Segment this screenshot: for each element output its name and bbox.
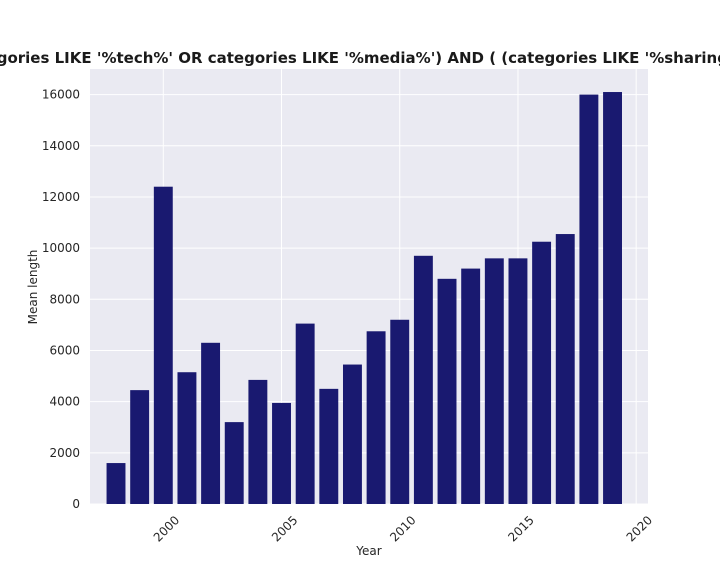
bar-2008 xyxy=(342,364,362,504)
bar-2017 xyxy=(555,234,575,504)
bar-2016 xyxy=(532,241,552,504)
bar-series xyxy=(106,92,622,505)
y-tick-label: 0 xyxy=(72,497,80,511)
x-axis: 2000 2005 2010 2015 2020 xyxy=(151,513,655,544)
bar-2009 xyxy=(366,331,386,504)
bar-2012 xyxy=(437,278,457,504)
bar-2018 xyxy=(579,94,599,505)
bar-2005 xyxy=(272,402,291,504)
y-tick-label: 14000 xyxy=(42,139,80,153)
x-tick-label: 2020 xyxy=(624,513,655,544)
y-axis: 0 2000 4000 6000 8000 10000 12000 14000 16000 xyxy=(42,88,80,511)
x-axis-label: Year xyxy=(355,544,381,558)
bar-2010 xyxy=(390,319,410,504)
y-tick-label: 4000 xyxy=(49,395,80,409)
bar-2019 xyxy=(603,92,622,504)
chart-title: ( (categories LIKE '%tech%' OR categorie… xyxy=(0,49,720,67)
bar-2003 xyxy=(224,422,244,504)
bar-1998 xyxy=(106,463,126,504)
y-tick-label: 16000 xyxy=(42,88,80,102)
bar-2007 xyxy=(319,388,339,504)
bar-2015 xyxy=(508,258,528,504)
y-tick-label: 8000 xyxy=(49,292,80,306)
bar-2002 xyxy=(201,342,221,504)
y-tick-label: 6000 xyxy=(49,343,80,357)
y-tick-label: 2000 xyxy=(49,446,80,460)
bar-2014 xyxy=(484,258,504,504)
bar-2011 xyxy=(413,255,433,504)
bar-2000 xyxy=(153,186,173,505)
x-tick-label: 2005 xyxy=(269,513,300,544)
bar-2013 xyxy=(461,268,481,504)
x-tick-label: 2015 xyxy=(505,513,536,544)
bar-2004 xyxy=(248,379,268,504)
bar-1999 xyxy=(130,390,150,504)
y-axis-label: Mean length xyxy=(26,250,40,325)
bar-2006 xyxy=(295,323,315,504)
y-tick-label: 12000 xyxy=(42,190,80,204)
x-tick-label: 2010 xyxy=(387,513,418,544)
y-tick-label: 10000 xyxy=(42,241,80,255)
x-tick-label: 2000 xyxy=(151,513,182,544)
bar-2001 xyxy=(177,372,197,504)
